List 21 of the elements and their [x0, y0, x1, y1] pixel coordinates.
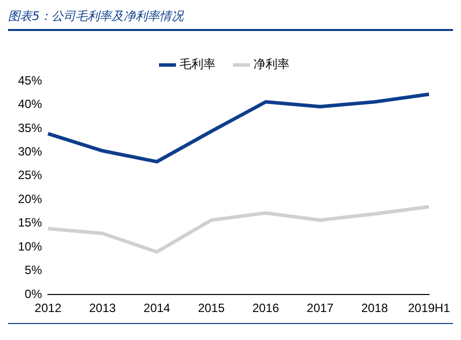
y-tick-label: 30%	[18, 144, 42, 159]
legend-label: 净利率	[254, 57, 290, 72]
x-tick-label: 2017	[306, 301, 334, 316]
y-tick-label: 5%	[24, 263, 42, 278]
legend-label: 毛利率	[180, 57, 216, 72]
y-tick-label: 20%	[18, 192, 42, 206]
x-tick-label: 2012	[34, 301, 62, 316]
y-tick-label: 10%	[18, 239, 42, 254]
x-tick-label: 2013	[89, 301, 116, 316]
x-tick-label: 2016	[252, 301, 280, 316]
y-tick-label: 40%	[18, 97, 42, 112]
x-tick-label: 2014	[144, 301, 171, 316]
y-tick-label: 15%	[18, 216, 42, 230]
y-tick-label: 0%	[24, 286, 42, 301]
y-tick-label: 25%	[18, 168, 42, 182]
x-tick-label: 2019H1	[408, 301, 450, 316]
y-tick-label: 35%	[18, 120, 42, 135]
x-tick-label: 2018	[361, 301, 388, 316]
x-tick-label: 2015	[198, 301, 225, 316]
chart-title: 图表5：公司毛利率及净利率情况	[8, 8, 453, 31]
y-tick-label: 45%	[18, 73, 42, 88]
